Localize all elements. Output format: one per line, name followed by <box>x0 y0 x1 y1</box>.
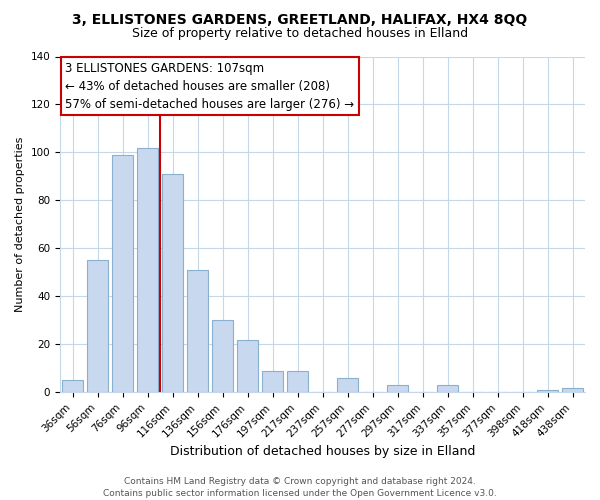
Bar <box>87 260 108 392</box>
Text: Contains HM Land Registry data © Crown copyright and database right 2024.
Contai: Contains HM Land Registry data © Crown c… <box>103 476 497 498</box>
Bar <box>287 371 308 392</box>
Bar <box>112 155 133 392</box>
Bar <box>137 148 158 392</box>
Bar <box>187 270 208 392</box>
Bar <box>537 390 558 392</box>
Bar <box>337 378 358 392</box>
Bar <box>162 174 183 392</box>
Bar <box>62 380 83 392</box>
Bar <box>212 320 233 392</box>
Y-axis label: Number of detached properties: Number of detached properties <box>15 136 25 312</box>
Text: Size of property relative to detached houses in Elland: Size of property relative to detached ho… <box>132 28 468 40</box>
Bar <box>237 340 258 392</box>
Text: 3 ELLISTONES GARDENS: 107sqm
← 43% of detached houses are smaller (208)
57% of s: 3 ELLISTONES GARDENS: 107sqm ← 43% of de… <box>65 62 355 110</box>
Text: 3, ELLISTONES GARDENS, GREETLAND, HALIFAX, HX4 8QQ: 3, ELLISTONES GARDENS, GREETLAND, HALIFA… <box>73 12 527 26</box>
X-axis label: Distribution of detached houses by size in Elland: Distribution of detached houses by size … <box>170 444 475 458</box>
Bar <box>437 385 458 392</box>
Bar <box>562 388 583 392</box>
Bar <box>387 385 408 392</box>
Bar <box>262 371 283 392</box>
